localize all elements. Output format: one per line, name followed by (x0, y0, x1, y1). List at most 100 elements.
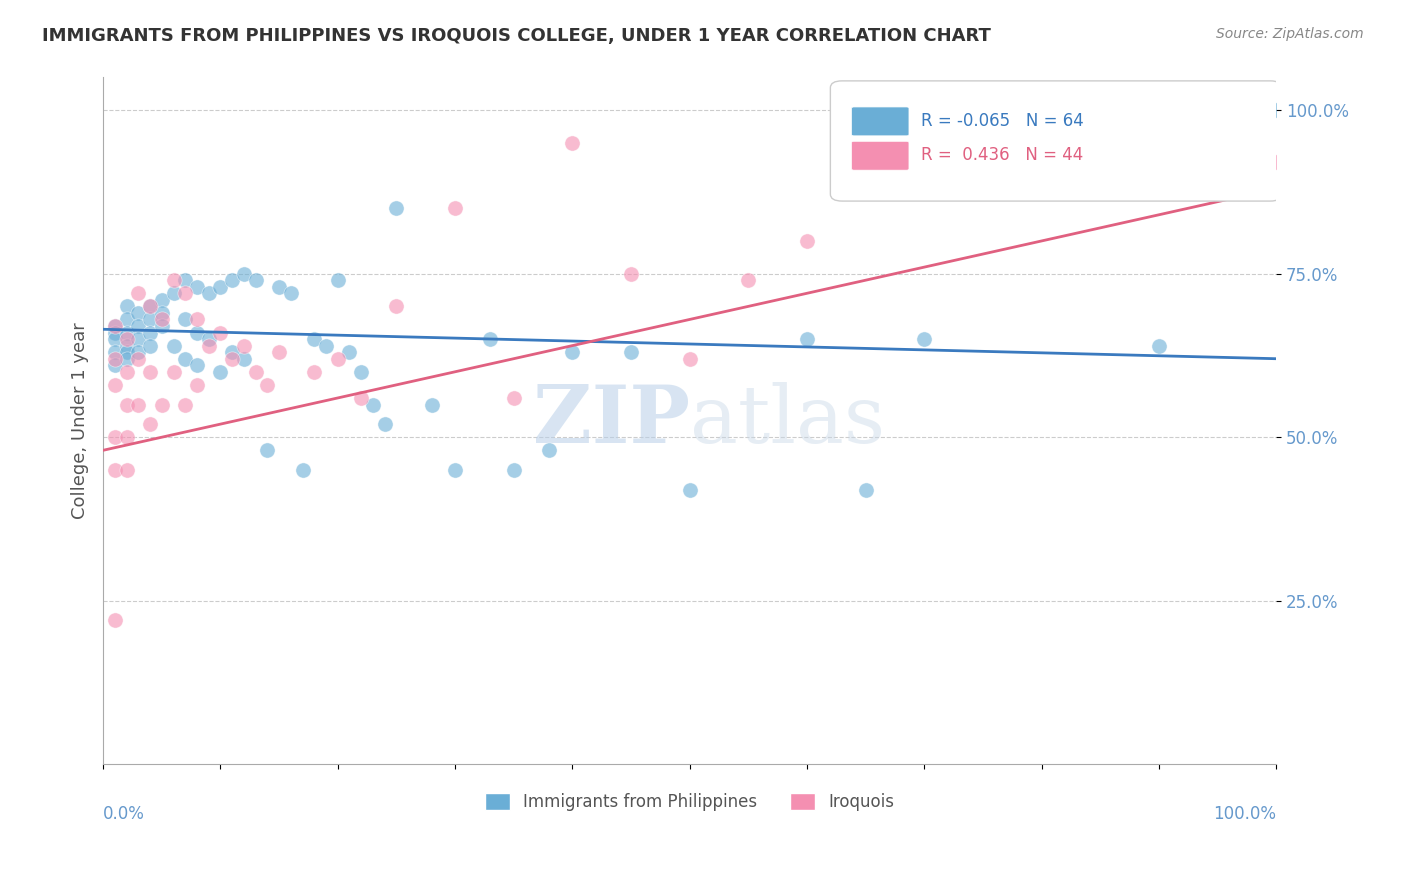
Point (280, 286, 302, 301)
Point (104, 326, 127, 340)
Text: 0.0%: 0.0% (103, 805, 145, 823)
Point (385, 201, 408, 215)
Point (115, 397, 138, 411)
Point (245, 365, 267, 379)
Point (267, 279, 290, 293)
Point (186, 358, 208, 372)
Point (162, 338, 184, 352)
Point (104, 345, 127, 359)
Point (737, 273, 759, 287)
Point (139, 338, 162, 352)
Point (385, 299, 408, 313)
Point (197, 332, 219, 346)
Point (209, 365, 232, 379)
Point (502, 463, 524, 477)
Point (115, 430, 138, 444)
Point (174, 273, 197, 287)
Point (127, 351, 149, 366)
Point (115, 312, 138, 326)
Point (444, 463, 467, 477)
Point (127, 318, 149, 333)
Point (139, 365, 162, 379)
Point (304, 365, 326, 379)
Point (1265, 103, 1288, 117)
Point (127, 345, 149, 359)
Point (420, 397, 443, 411)
Point (267, 345, 290, 359)
Point (150, 293, 173, 307)
Point (139, 299, 162, 313)
Point (245, 273, 267, 287)
Point (162, 365, 184, 379)
Point (315, 338, 337, 352)
Point (104, 351, 127, 366)
Point (350, 365, 373, 379)
Point (444, 201, 467, 215)
Point (339, 345, 361, 359)
Point (221, 273, 243, 287)
Point (127, 306, 149, 320)
Point (796, 332, 818, 346)
FancyBboxPatch shape (852, 107, 908, 136)
Text: Source: ZipAtlas.com: Source: ZipAtlas.com (1216, 27, 1364, 41)
Point (912, 332, 935, 346)
Point (197, 286, 219, 301)
Point (174, 312, 197, 326)
Point (150, 397, 173, 411)
Point (221, 345, 243, 359)
Point (139, 417, 162, 431)
Point (232, 338, 254, 352)
Point (479, 332, 502, 346)
Point (326, 273, 349, 287)
Point (561, 345, 583, 359)
Point (104, 377, 127, 392)
Point (104, 318, 127, 333)
FancyBboxPatch shape (831, 81, 1282, 201)
Point (209, 326, 232, 340)
Point (1265, 155, 1288, 169)
Point (361, 397, 384, 411)
Point (162, 286, 184, 301)
Text: ZIP: ZIP (533, 382, 689, 460)
Point (104, 613, 127, 627)
Point (104, 463, 127, 477)
Point (115, 345, 138, 359)
Point (139, 299, 162, 313)
Point (221, 351, 243, 366)
Point (127, 397, 149, 411)
Point (115, 365, 138, 379)
Point (150, 306, 173, 320)
Point (620, 267, 643, 281)
Point (304, 332, 326, 346)
Text: 100.0%: 100.0% (1213, 805, 1277, 823)
Point (139, 312, 162, 326)
Point (197, 338, 219, 352)
Point (104, 318, 127, 333)
Point (104, 332, 127, 346)
Y-axis label: College, Under 1 year: College, Under 1 year (72, 323, 89, 519)
Point (186, 377, 208, 392)
Text: atlas: atlas (689, 382, 884, 460)
Point (127, 332, 149, 346)
Point (127, 286, 149, 301)
Point (186, 326, 208, 340)
FancyBboxPatch shape (852, 141, 908, 170)
Point (502, 391, 524, 405)
Point (256, 443, 278, 458)
Point (678, 351, 700, 366)
Text: R = -0.065   N = 64: R = -0.065 N = 64 (921, 112, 1084, 129)
Point (104, 358, 127, 372)
Point (232, 267, 254, 281)
Point (678, 483, 700, 497)
Point (115, 338, 138, 352)
Point (537, 443, 560, 458)
Point (374, 417, 396, 431)
Point (174, 351, 197, 366)
Text: R =  0.436   N = 44: R = 0.436 N = 44 (921, 146, 1083, 164)
Point (186, 312, 208, 326)
Point (115, 463, 138, 477)
Point (150, 318, 173, 333)
Point (174, 397, 197, 411)
Point (326, 351, 349, 366)
Point (186, 279, 208, 293)
